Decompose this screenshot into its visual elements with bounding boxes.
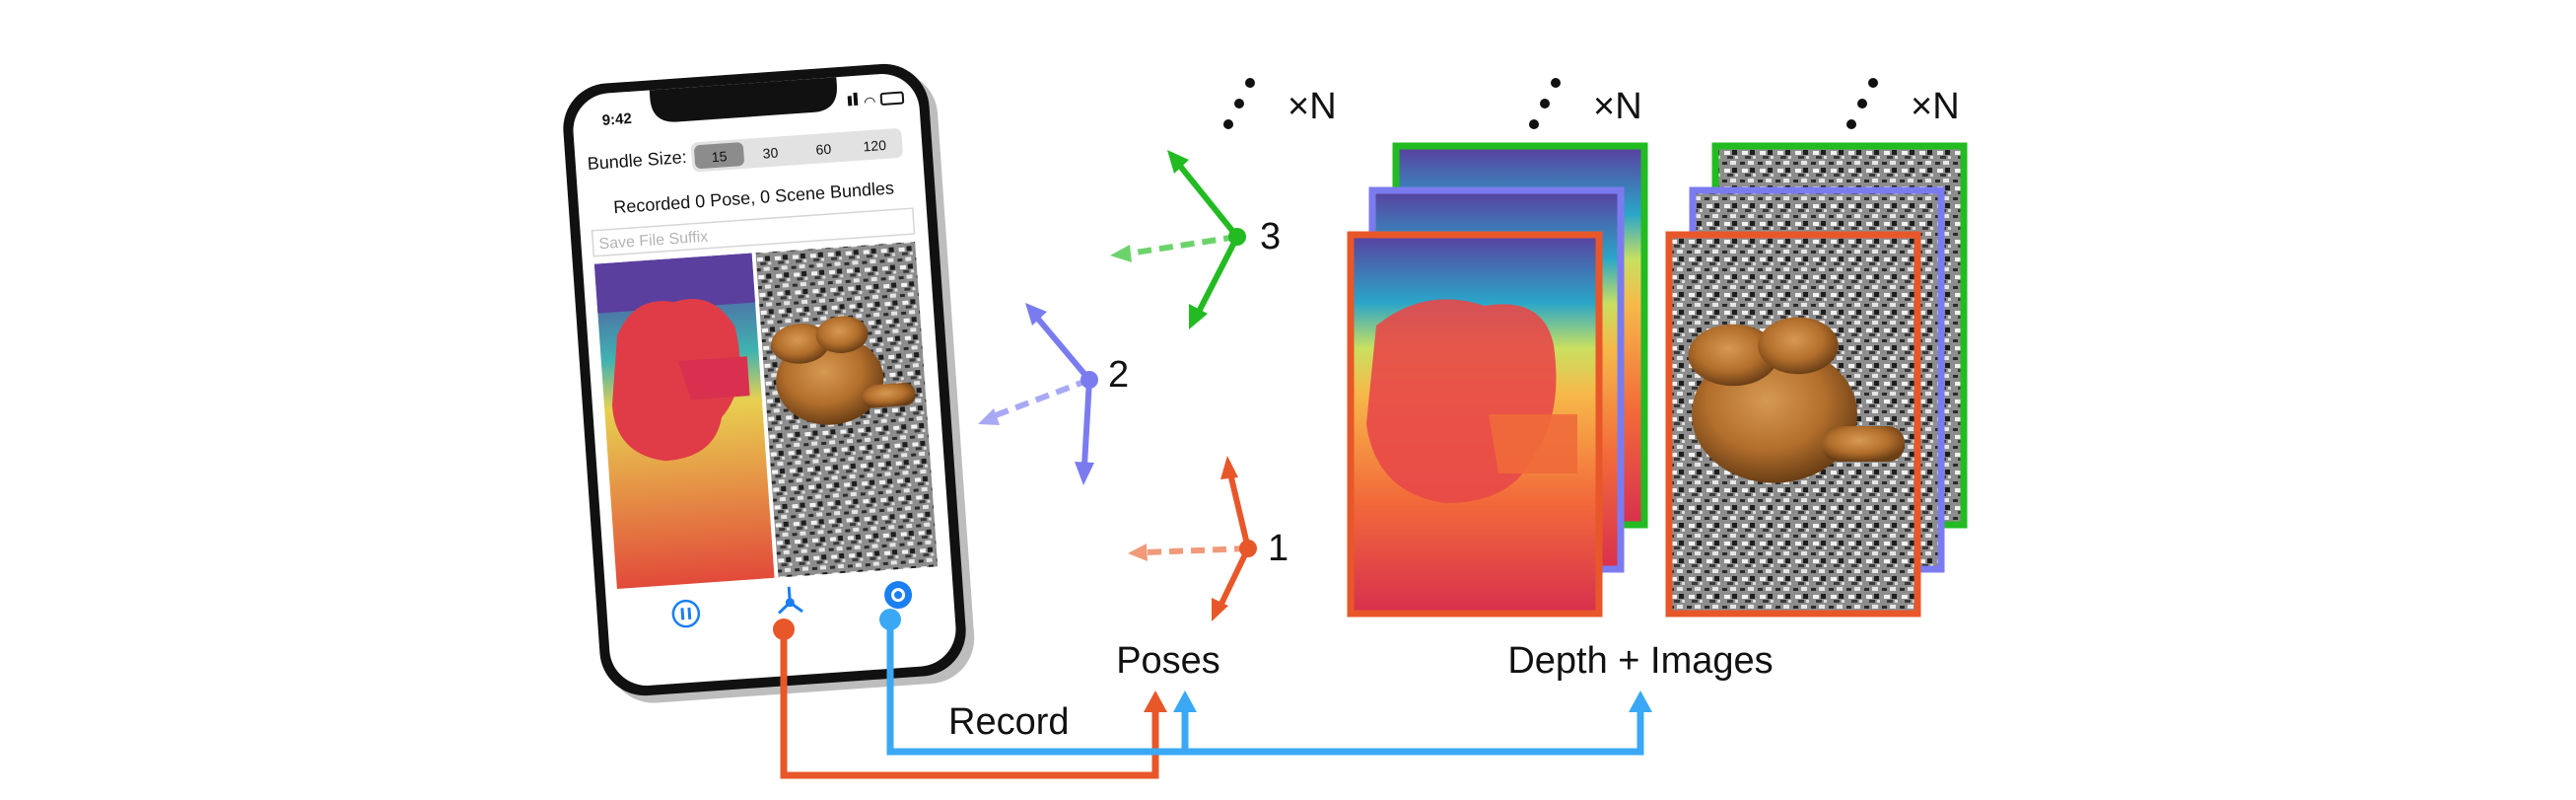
poses-stack-dots	[1223, 78, 1255, 129]
depth-stack-marker: ×N	[1593, 86, 1642, 127]
pose-2: 2	[978, 303, 1129, 485]
segment-120-label[interactable]: 120	[863, 137, 887, 155]
rgb-stack-dots	[1846, 78, 1878, 129]
phone-notch	[649, 77, 837, 122]
segment-15-label: 15	[711, 148, 728, 165]
blue-arrowhead-poses	[1173, 691, 1197, 712]
pose-2-label: 2	[1108, 354, 1129, 396]
pose-1-label: 1	[1268, 528, 1288, 569]
rgb-stack-marker: ×N	[1911, 86, 1960, 127]
frames-caption: Depth + Images	[1507, 640, 1773, 682]
blue-wire-start	[879, 609, 901, 630]
status-time: 9:42	[601, 110, 632, 129]
pose-3-label: 3	[1260, 216, 1281, 257]
depth-preview	[593, 253, 775, 589]
orange-wire-start	[773, 618, 795, 640]
phone-mockup: 9:42 ◠ Bundle Size: 15 30 60 120 Recorde…	[563, 63, 975, 703]
segment-15[interactable]	[694, 142, 745, 169]
poses-caption: Poses	[1116, 640, 1220, 682]
record-label: Record	[948, 701, 1070, 743]
segment-30-label[interactable]: 30	[762, 145, 779, 162]
poses-stack-marker: ×N	[1288, 86, 1337, 127]
record-wires	[780, 618, 1644, 779]
rgb-preview	[755, 242, 939, 578]
suffix-input[interactable]	[591, 207, 916, 257]
blue-arrowhead-frames	[1629, 691, 1652, 712]
rgb-frame-1	[1665, 231, 1921, 618]
axes-icon[interactable]	[777, 586, 803, 615]
status-icons: ◠	[847, 91, 905, 109]
bundle-segmented-control[interactable]: 15 30 60 120	[691, 128, 904, 173]
orange-wire	[780, 627, 1159, 779]
orange-arrowhead	[1144, 691, 1167, 712]
segment-60-label[interactable]: 60	[815, 141, 832, 158]
depth-stack-dots	[1529, 78, 1561, 129]
pose-3: 3	[1110, 150, 1281, 329]
battery-icon	[879, 91, 905, 106]
blue-wire	[886, 618, 1144, 756]
phone-toolbar	[671, 581, 913, 628]
blue-wire-to-frames	[1144, 706, 1644, 756]
pose-1: 1	[1128, 456, 1288, 621]
depth-frame-1	[1347, 231, 1603, 618]
pause-icon[interactable]	[671, 599, 701, 628]
wifi-icon: ◠	[864, 93, 876, 109]
